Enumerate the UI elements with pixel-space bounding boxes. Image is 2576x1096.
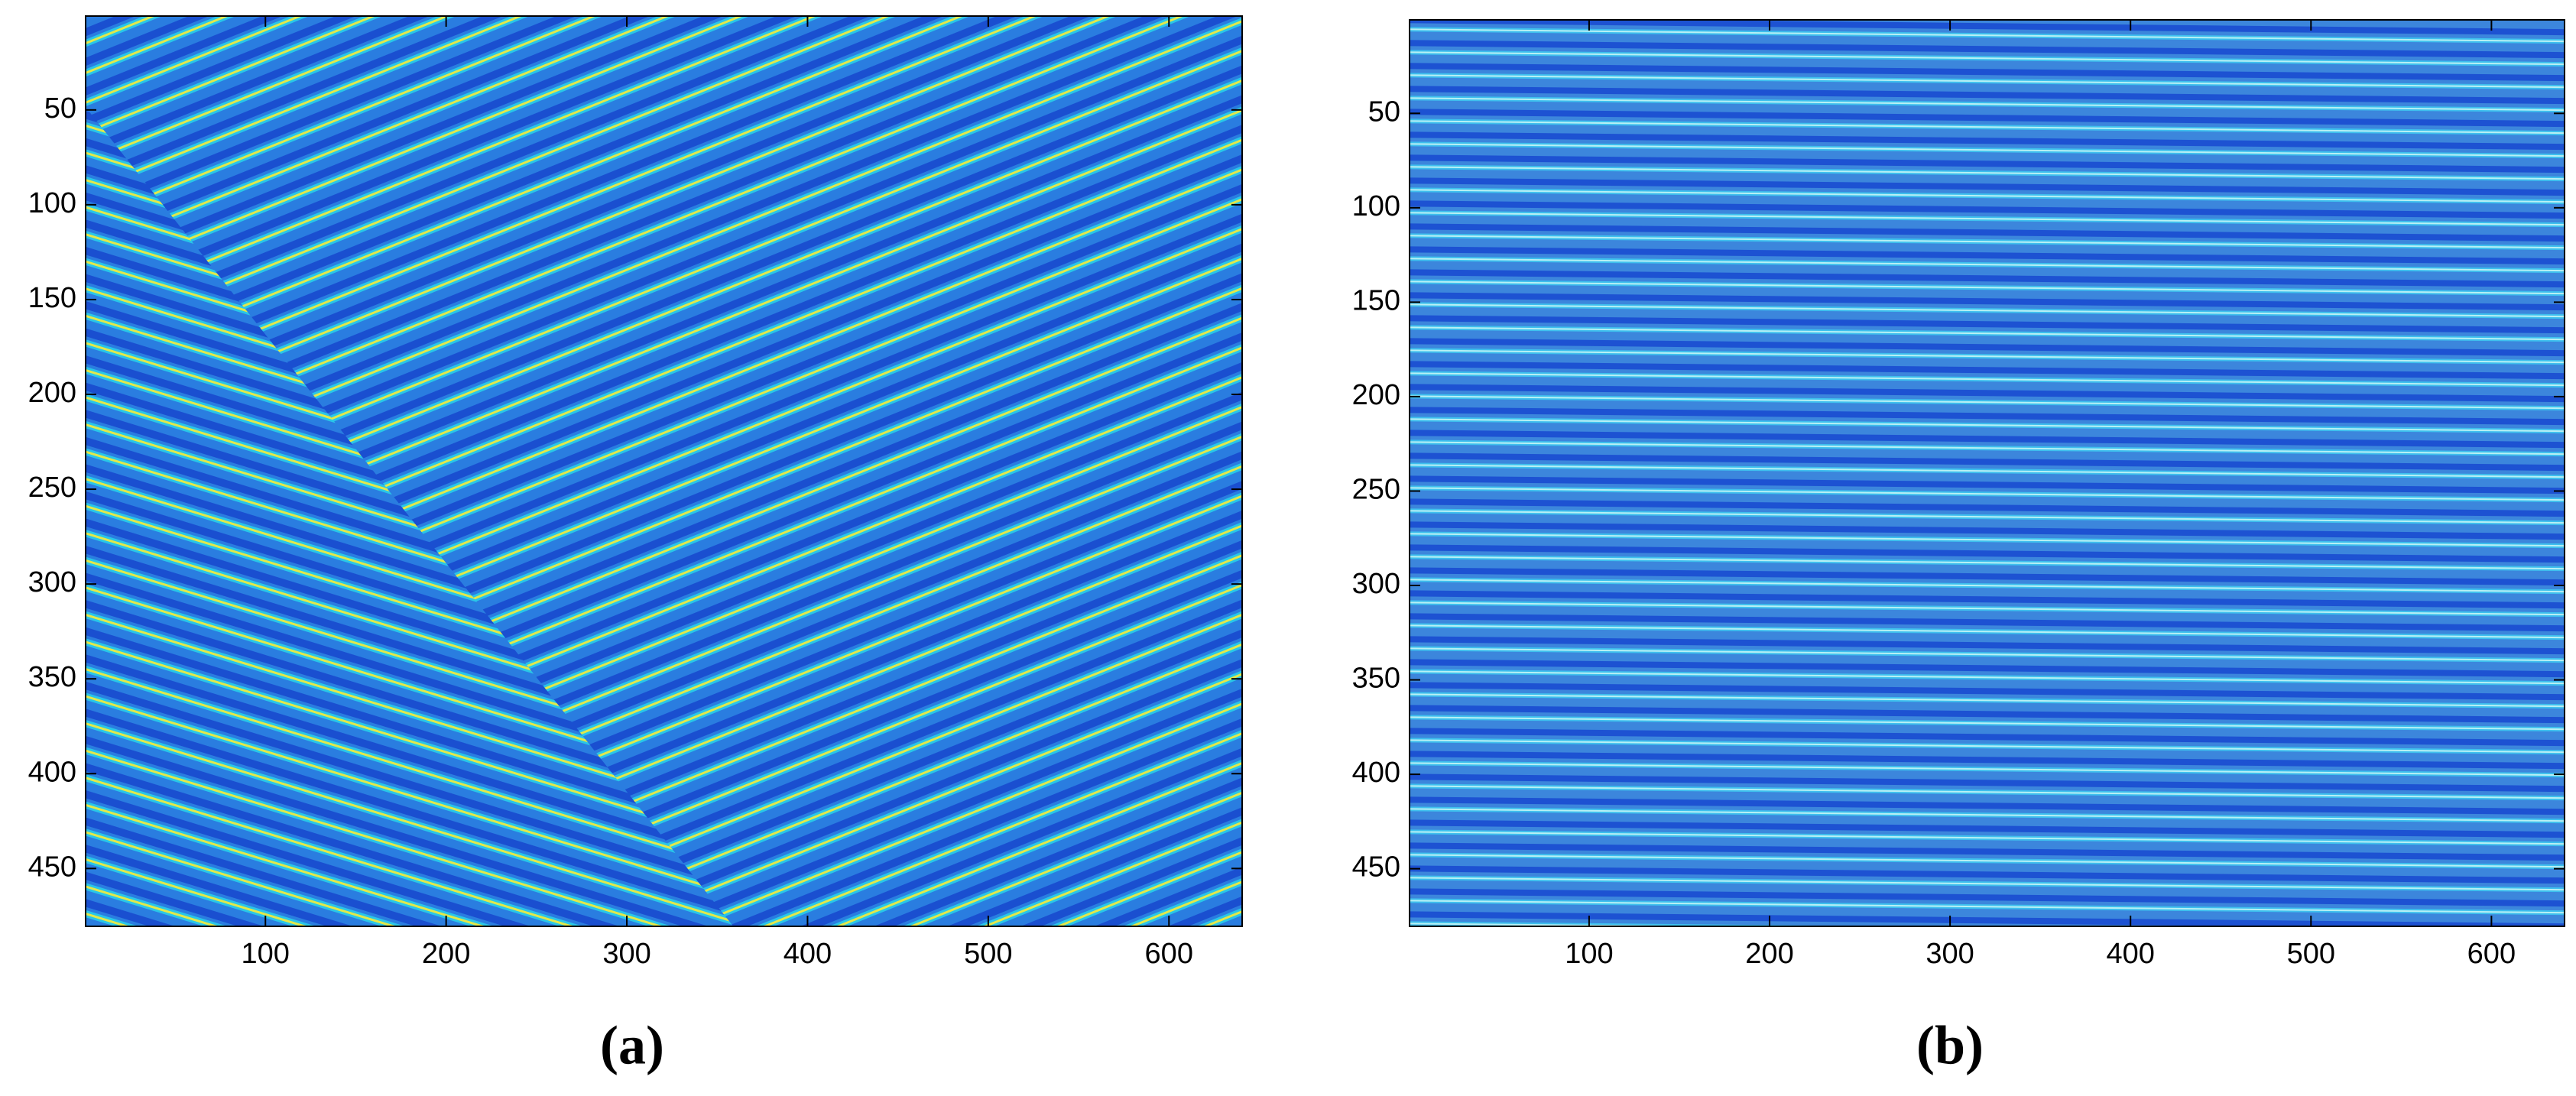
x-tick-label: 200 <box>1745 938 1793 970</box>
y-tick-label: 450 <box>1352 851 1400 884</box>
x-tick-label: 500 <box>2287 938 2335 970</box>
image <box>1410 20 2565 926</box>
axes-frame <box>85 15 1243 927</box>
y-tick-label: 250 <box>1352 474 1400 506</box>
y-tick-label: 300 <box>28 566 76 598</box>
y-tick-label: 100 <box>1352 190 1400 222</box>
y-tick-label: 400 <box>1352 757 1400 789</box>
y-tick-label: 400 <box>28 756 76 788</box>
y-tick-label: 350 <box>1352 663 1400 695</box>
axes-frame <box>1409 19 2565 927</box>
y-tick-label: 50 <box>44 92 76 125</box>
x-tick-label: 500 <box>964 938 1012 970</box>
y-tick-label: 250 <box>28 472 76 504</box>
x-tick-label: 200 <box>422 938 470 970</box>
y-tick-label: 150 <box>28 282 76 314</box>
x-tick-label: 400 <box>2106 938 2154 970</box>
y-tick-label: 450 <box>28 851 76 883</box>
panel-label: (a) <box>600 1015 664 1076</box>
x-tick-label: 600 <box>1145 938 1193 970</box>
y-tick-label: 300 <box>1352 568 1400 600</box>
x-tick-label: 100 <box>242 938 290 970</box>
y-tick-label: 100 <box>28 187 76 219</box>
y-tick-label: 350 <box>28 661 76 693</box>
y-tick-label: 200 <box>1352 379 1400 411</box>
x-tick-label: 300 <box>1926 938 1974 970</box>
x-tick-label: 300 <box>602 938 650 970</box>
panel-label: (b) <box>1916 1015 1984 1076</box>
y-tick-label: 200 <box>28 377 76 409</box>
x-tick-label: 400 <box>784 938 832 970</box>
x-tick-label: 100 <box>1565 938 1613 970</box>
y-tick-label: 50 <box>1368 96 1400 128</box>
y-tick-label: 150 <box>1352 284 1400 316</box>
image-panel <box>1409 19 2565 927</box>
image-region <box>86 107 734 927</box>
x-tick-label: 600 <box>2467 938 2516 970</box>
image-panel <box>85 15 1243 927</box>
